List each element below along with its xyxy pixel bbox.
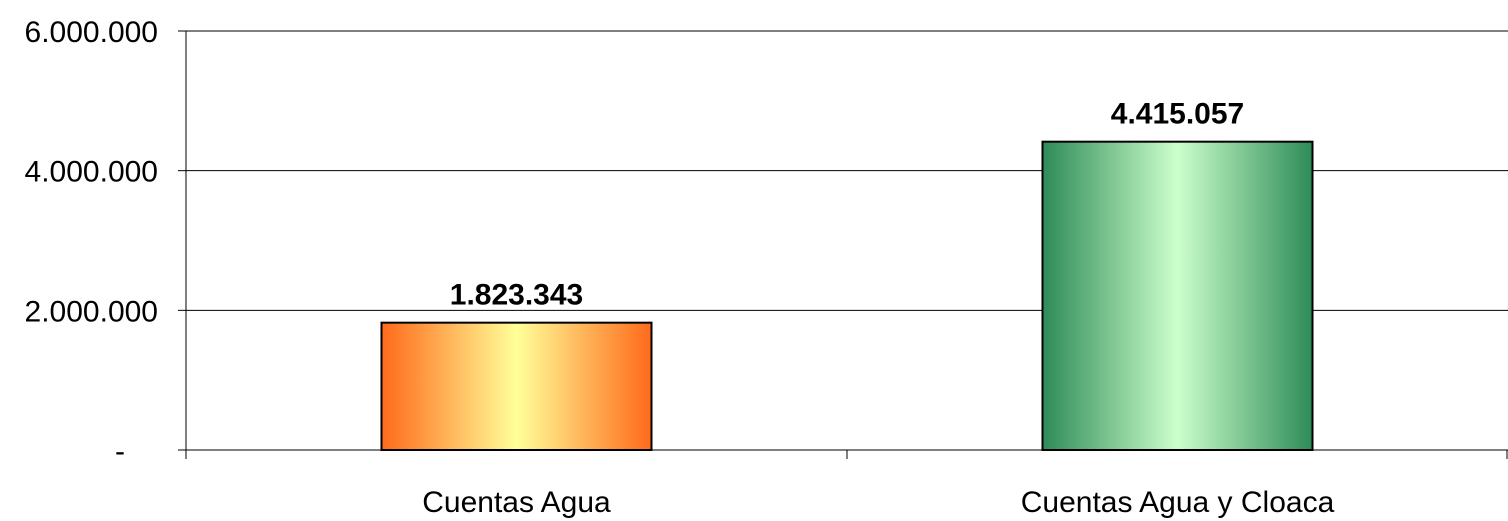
bar-2: [1041, 140, 1314, 451]
y-tick-label: 2.000.000: [25, 295, 158, 328]
y-tick-label: 4.000.000: [25, 156, 158, 189]
bars: [380, 140, 1314, 452]
y-tick-label: -: [115, 435, 125, 468]
y-tick-label: 6.000.000: [25, 16, 158, 49]
bar-1: [380, 321, 653, 452]
data-label-2: 4.415.057: [1111, 98, 1244, 131]
data-label-1: 1.823.343: [450, 279, 583, 312]
category-label-2: Cuentas Agua y Cloaca: [1021, 486, 1335, 519]
labels: - 2.000.000 4.000.000 6.000.000 1.823.343 Cue…: [25, 16, 1335, 519]
category-label-1: Cuentas Agua: [422, 486, 611, 519]
